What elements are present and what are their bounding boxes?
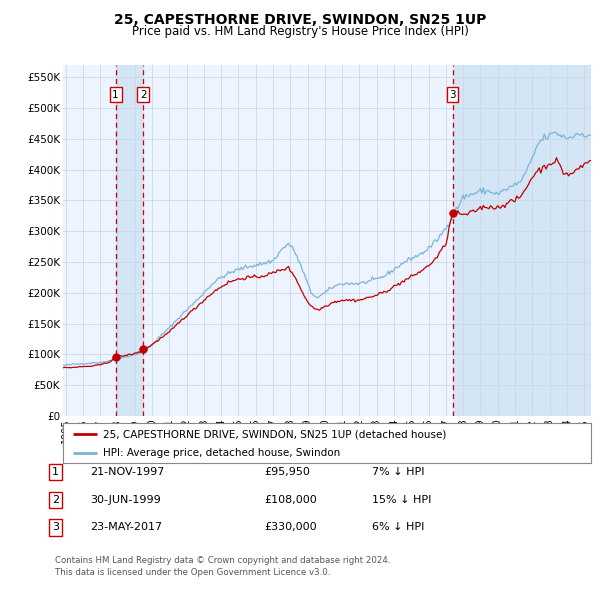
Text: Price paid vs. HM Land Registry's House Price Index (HPI): Price paid vs. HM Land Registry's House … (131, 25, 469, 38)
Text: 6% ↓ HPI: 6% ↓ HPI (372, 523, 424, 532)
Bar (452, 65, 591, 416)
Text: 2: 2 (52, 495, 59, 504)
Text: Contains HM Land Registry data © Crown copyright and database right 2024.: Contains HM Land Registry data © Crown c… (55, 556, 391, 565)
Text: This data is licensed under the Open Government Licence v3.0.: This data is licensed under the Open Gov… (55, 568, 331, 576)
Text: 3: 3 (449, 90, 456, 100)
Text: £330,000: £330,000 (264, 523, 317, 532)
Text: £108,000: £108,000 (264, 495, 317, 504)
Text: 23-MAY-2017: 23-MAY-2017 (90, 523, 162, 532)
Text: 15% ↓ HPI: 15% ↓ HPI (372, 495, 431, 504)
Text: 7% ↓ HPI: 7% ↓ HPI (372, 467, 425, 477)
Text: 25, CAPESTHORNE DRIVE, SWINDON, SN25 1UP (detached house): 25, CAPESTHORNE DRIVE, SWINDON, SN25 1UP… (103, 430, 446, 440)
Text: 1: 1 (52, 467, 59, 477)
Text: 1: 1 (112, 90, 119, 100)
Text: 30-JUN-1999: 30-JUN-1999 (90, 495, 161, 504)
Text: 2: 2 (140, 90, 146, 100)
Text: HPI: Average price, detached house, Swindon: HPI: Average price, detached house, Swin… (103, 448, 340, 458)
Bar (116, 65, 143, 416)
Text: 21-NOV-1997: 21-NOV-1997 (90, 467, 164, 477)
Text: 25, CAPESTHORNE DRIVE, SWINDON, SN25 1UP: 25, CAPESTHORNE DRIVE, SWINDON, SN25 1UP (114, 13, 486, 27)
Text: £95,950: £95,950 (264, 467, 310, 477)
Text: 3: 3 (52, 523, 59, 532)
